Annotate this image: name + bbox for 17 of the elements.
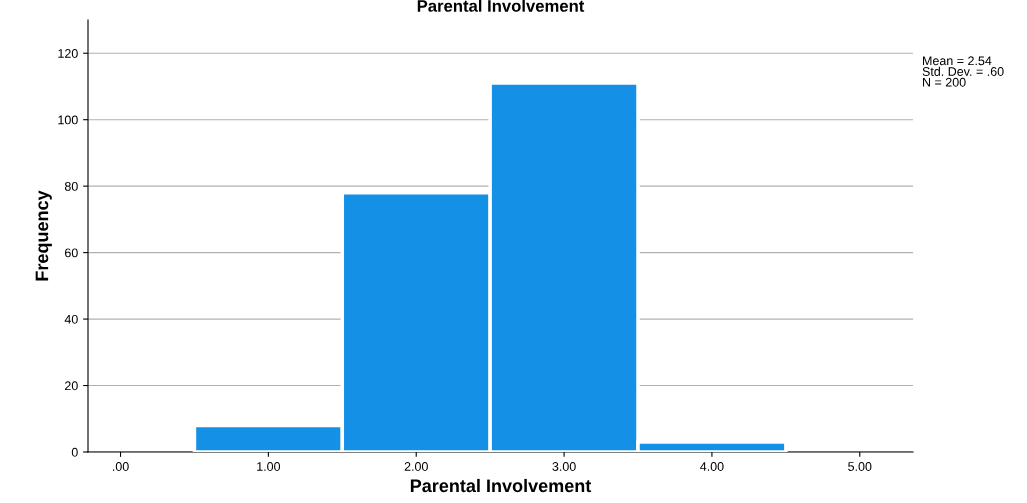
x-tick-label: 3.00 — [552, 462, 576, 471]
y-tick-label: 120 — [58, 49, 78, 58]
x-tick-label: 4.00 — [700, 462, 724, 471]
x-tick-label: 5.00 — [848, 462, 872, 471]
text: Mean = 2.54 Std. Dev. = .60 N = 200 — [922, 56, 1004, 87]
y-tick-label: 0 — [71, 447, 78, 457]
y-tick-label: 40 — [64, 314, 78, 324]
y-tick-label: 60 — [65, 248, 78, 258]
y-tick-label: 100 — [58, 115, 78, 125]
x-tick-label: 2.00 — [404, 462, 428, 471]
y-axis-title: Frequency — [35, 190, 52, 281]
x-axis-title: Parental Involvement — [410, 478, 592, 493]
x-tick-label: .00 — [112, 462, 129, 471]
x-tick-label: 1.00 — [257, 462, 281, 471]
chart-title: Parental Involvement — [417, 0, 585, 12]
y-tick-label: 20 — [65, 381, 78, 391]
y-tick-label: 80 — [64, 181, 78, 191]
